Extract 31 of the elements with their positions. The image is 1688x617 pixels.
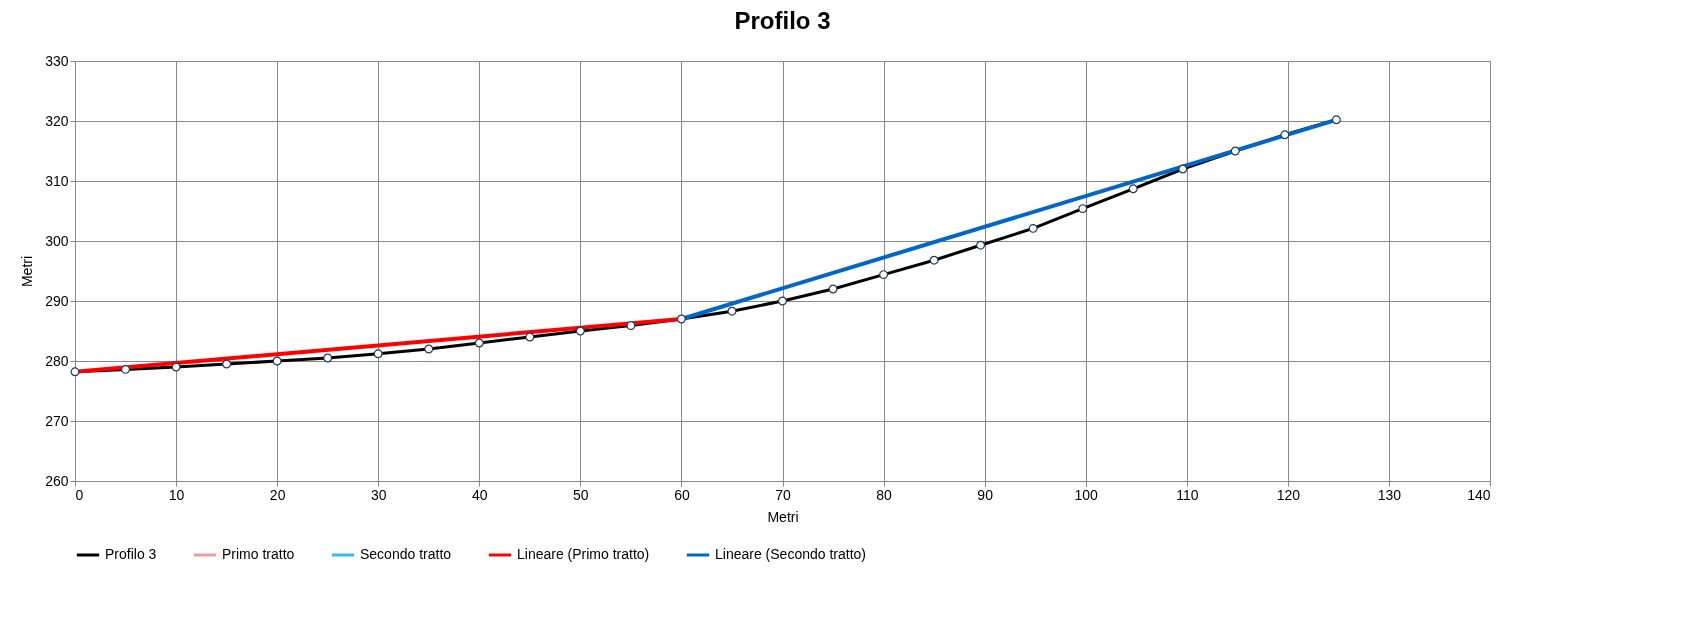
x-tick-label: 20: [269, 486, 286, 503]
y-tick-label: 320: [45, 112, 69, 129]
y-tick-label: 290: [45, 292, 69, 309]
chart-title: Profilo 3: [734, 7, 831, 34]
legend-label: Lineare (Primo tratto): [517, 546, 650, 562]
x-tick-label: 70: [775, 486, 791, 503]
x-axis-title: Metri: [767, 508, 799, 525]
y-tick-label: 280: [45, 352, 69, 369]
x-tick-label: 30: [370, 486, 387, 503]
legend-label: Lineare (Secondo tratto): [715, 546, 866, 562]
x-tick-label: 40: [472, 486, 488, 503]
legend-label: Primo tratto: [222, 546, 295, 562]
y-tick-label: 260: [45, 472, 69, 489]
x-tick-label: 10: [168, 486, 185, 503]
x-tick-label: 60: [674, 486, 690, 503]
x-tick-label: 110: [1176, 486, 1199, 503]
x-tick-label: 80: [876, 486, 893, 503]
y-tick-label: 330: [45, 52, 69, 69]
x-tick-label: 0: [75, 486, 84, 503]
x-tick-label: 50: [573, 486, 589, 503]
legend-label: Secondo tratto: [360, 546, 452, 562]
y-tick-label: 270: [45, 412, 69, 429]
x-tick-label: 90: [977, 486, 994, 503]
x-tick-label: 130: [1377, 486, 1402, 503]
y-tick-label: 300: [45, 232, 69, 249]
y-axis-title: Metri: [19, 255, 36, 288]
y-tick-label: 310: [45, 172, 69, 189]
x-tick-label: 140: [1467, 486, 1491, 503]
legend-label: Profilo 3: [105, 546, 157, 562]
x-tick-label: 120: [1276, 486, 1301, 503]
x-tick-label: 100: [1074, 486, 1099, 503]
